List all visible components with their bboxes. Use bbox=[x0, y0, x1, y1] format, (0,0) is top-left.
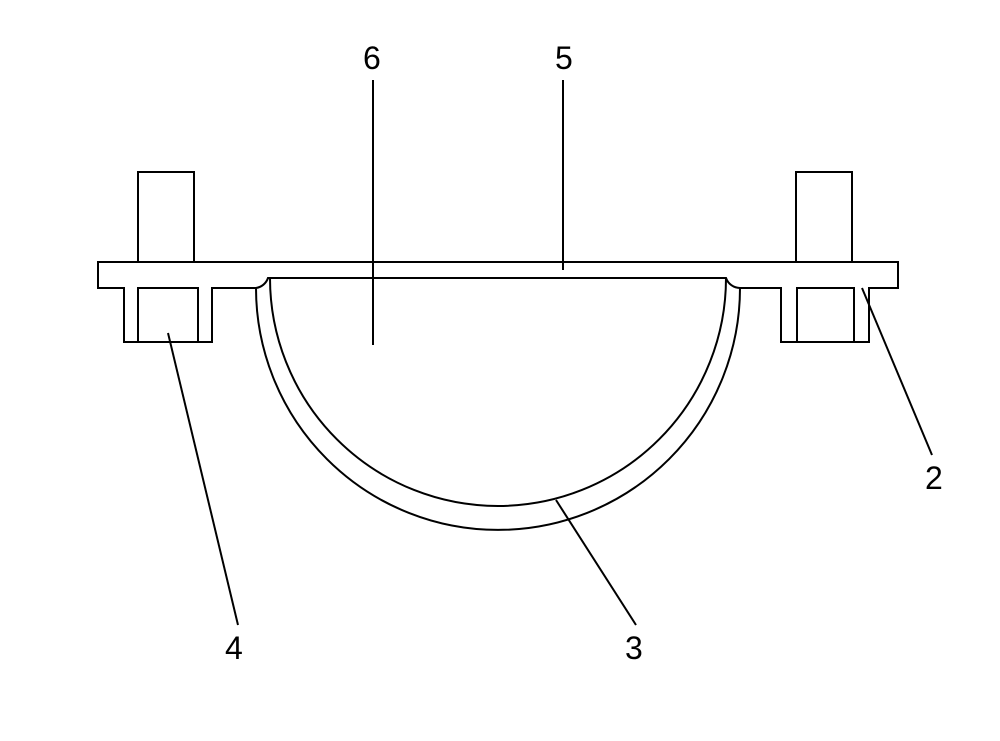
label-4: 4 bbox=[225, 630, 243, 667]
leader-2 bbox=[862, 288, 932, 455]
top-plate bbox=[98, 262, 898, 342]
diagram-svg bbox=[0, 0, 1000, 741]
label-5: 5 bbox=[555, 40, 573, 77]
leader-3 bbox=[556, 500, 636, 625]
post-top-right bbox=[796, 172, 852, 262]
label-3: 3 bbox=[625, 630, 643, 667]
label-2: 2 bbox=[925, 460, 943, 497]
leader-4 bbox=[168, 333, 238, 625]
bowl-outer-arc bbox=[256, 288, 740, 530]
post-top-left bbox=[138, 172, 194, 262]
bowl-inner-arc bbox=[270, 278, 726, 506]
label-6: 6 bbox=[363, 40, 381, 77]
